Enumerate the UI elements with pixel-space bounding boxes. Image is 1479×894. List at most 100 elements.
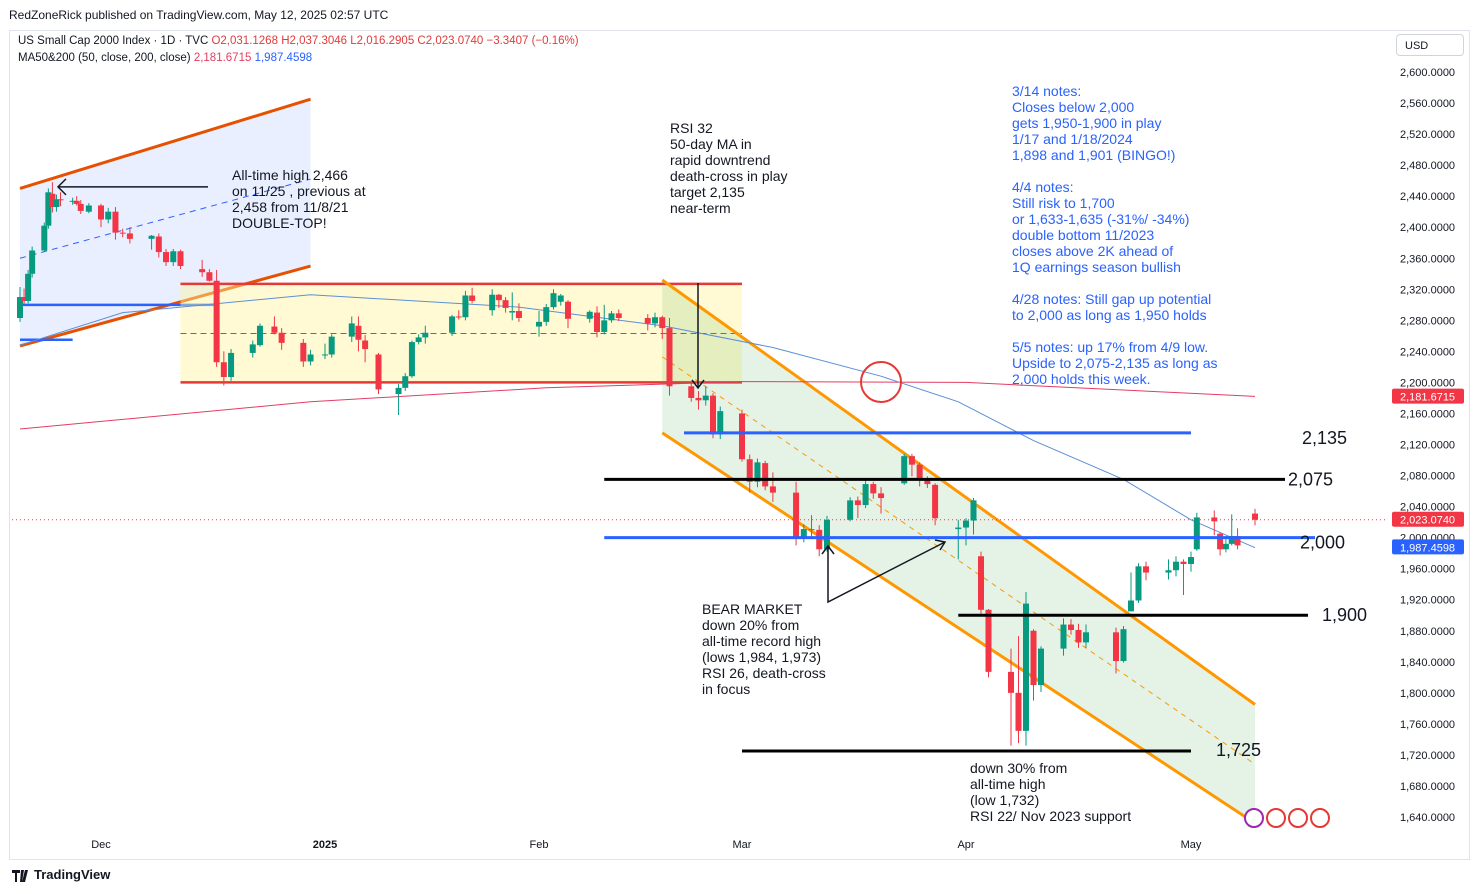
- candle-body: [495, 294, 502, 301]
- event-badge-icon[interactable]: [1310, 808, 1330, 828]
- candle-body: [271, 326, 278, 333]
- candle: [695, 390, 702, 410]
- candle: [746, 454, 753, 493]
- candle-body: [746, 459, 753, 482]
- candle-body: [41, 225, 48, 251]
- ath-note-line: 2,458 from 11/8/21: [232, 199, 349, 215]
- candle-body: [1030, 630, 1037, 686]
- candle: [565, 300, 571, 329]
- down-channel-upper-line: [661, 278, 1256, 706]
- event-badge-icon[interactable]: [1244, 808, 1264, 828]
- price-tag-bg: [1392, 511, 1464, 527]
- candle-body: [1128, 600, 1134, 612]
- candle-body: [375, 354, 382, 390]
- tradingview-logo-icon: [12, 869, 28, 882]
- candle-body: [800, 529, 807, 538]
- candle-body: [1180, 561, 1187, 565]
- candle: [586, 310, 593, 323]
- candle-body: [557, 295, 564, 302]
- candle: [402, 373, 409, 391]
- y-tick-label: 2,360.0000: [1400, 253, 1455, 265]
- candle: [45, 188, 52, 229]
- candle-body: [594, 312, 600, 332]
- candle-body: [932, 484, 939, 519]
- candle-body: [985, 609, 992, 672]
- candle-body: [1083, 632, 1089, 643]
- x-tick-label: Mar: [733, 839, 752, 851]
- candle-body: [1228, 536, 1235, 544]
- candle: [57, 192, 64, 207]
- candle: [375, 352, 382, 395]
- currency-button[interactable]: USD: [1396, 34, 1464, 56]
- candle: [955, 519, 962, 560]
- notes-line: Upside to 2,075-2,135 as long as: [1012, 355, 1217, 371]
- y-tick-label: 2,440.0000: [1400, 191, 1455, 203]
- rsi-arrow-head: [691, 379, 705, 390]
- candle: [85, 203, 92, 214]
- candle: [970, 498, 977, 535]
- candle-body: [1113, 632, 1119, 662]
- candle-body: [21, 297, 28, 301]
- candle-body: [98, 205, 104, 220]
- notes-line: Still risk to 1,700: [1012, 195, 1115, 211]
- candle: [739, 409, 745, 462]
- candle: [502, 297, 509, 313]
- notes-line: or 1,633-1,635 (-31%/ -34%): [1012, 211, 1189, 227]
- candle: [659, 315, 666, 339]
- candle-body: [550, 293, 557, 308]
- event-badge-icon[interactable]: [1288, 808, 1308, 828]
- bear-note-line: all-time record high: [702, 633, 821, 649]
- candle-body: [536, 321, 542, 327]
- candle: [1252, 508, 1258, 526]
- candle-body: [1193, 517, 1200, 550]
- y-tick-label: 1,920.0000: [1400, 595, 1455, 607]
- bear-note-line: BEAR MARKET: [702, 601, 803, 617]
- candle-body: [105, 211, 112, 220]
- candle-body: [213, 280, 220, 363]
- candle-body: [355, 325, 362, 340]
- candle: [702, 386, 709, 406]
- candle: [148, 234, 155, 250]
- candle: [509, 292, 516, 321]
- candle: [793, 481, 800, 546]
- candle: [25, 269, 32, 304]
- candle: [608, 311, 615, 323]
- candle: [963, 518, 969, 546]
- candle: [408, 340, 415, 378]
- candle-body: [278, 332, 285, 343]
- candle-body: [163, 252, 170, 263]
- price-tag-bg: [1392, 539, 1464, 555]
- candle: [1180, 559, 1187, 596]
- level-2000-label: 2,000: [1300, 533, 1345, 553]
- y-tick-label: 1,960.0000: [1400, 564, 1455, 576]
- rsi32-note-line: near-term: [670, 200, 731, 216]
- candle: [908, 453, 915, 477]
- candle-body: [449, 316, 456, 333]
- candle-body: [1173, 561, 1179, 571]
- candle-body: [1038, 648, 1044, 686]
- candle: [206, 269, 213, 282]
- candle: [1075, 623, 1082, 648]
- candle-body: [870, 484, 877, 494]
- candle: [220, 351, 227, 386]
- candle-body: [847, 500, 854, 520]
- candle-body: [17, 297, 23, 319]
- notes-line: 3/14 notes:: [1012, 83, 1081, 99]
- ath-arrow-head: [56, 178, 67, 196]
- candle-body: [362, 340, 369, 350]
- y-tick-label: 1,640.0000: [1400, 812, 1455, 824]
- candle: [536, 311, 542, 337]
- candle: [1188, 551, 1194, 572]
- candle: [847, 497, 854, 522]
- candle-body: [177, 251, 184, 267]
- event-badge-icon[interactable]: [1266, 808, 1286, 828]
- death-cross-circle: [860, 361, 902, 403]
- y-tick-label: 2,400.0000: [1400, 222, 1455, 234]
- candle-body: [586, 311, 593, 319]
- candle-body: [702, 395, 709, 401]
- candle: [355, 316, 362, 352]
- candle-body: [644, 318, 651, 324]
- candle: [644, 314, 651, 331]
- footer-brand: TradingView: [12, 867, 110, 882]
